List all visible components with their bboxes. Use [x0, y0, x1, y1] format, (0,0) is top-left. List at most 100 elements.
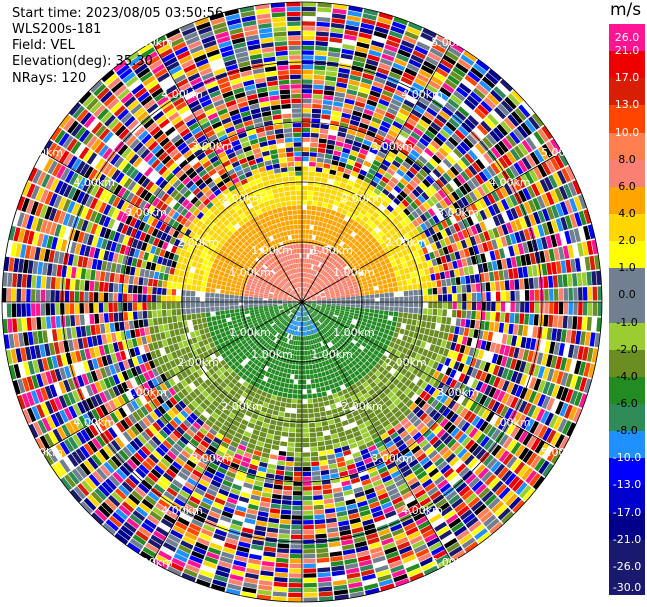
- velocity-gate: [389, 302, 394, 307]
- velocity-gate: [305, 268, 308, 273]
- velocity-gate: [321, 420, 329, 427]
- velocity-gate: [329, 288, 334, 292]
- velocity-gate: [438, 110, 451, 121]
- velocity-gate: [388, 30, 403, 39]
- velocity-gate: [466, 216, 474, 227]
- velocity-gate: [510, 207, 519, 220]
- velocity-gate: [340, 295, 346, 298]
- velocity-gate: [336, 239, 342, 245]
- velocity-gate: [524, 302, 530, 313]
- velocity-gate: [320, 324, 325, 329]
- velocity-gate: [358, 384, 365, 391]
- velocity-gate: [320, 329, 325, 335]
- velocity-gate: [316, 266, 320, 272]
- velocity-gate: [453, 162, 463, 173]
- velocity-gate: [344, 287, 349, 291]
- velocity-gate: [387, 444, 397, 453]
- velocity-gate: [294, 374, 299, 380]
- velocity-gate: [372, 176, 381, 184]
- velocity-gate: [331, 345, 337, 351]
- velocity-gate: [513, 128, 525, 142]
- velocity-gate: [537, 366, 546, 379]
- velocity-gate: [467, 457, 479, 469]
- velocity-gate: [309, 292, 314, 296]
- velocity-gate: [364, 134, 374, 142]
- velocity-gate: [379, 289, 384, 294]
- velocity-gate: [411, 319, 417, 326]
- velocity-gate: [523, 402, 532, 416]
- velocity-gate: [419, 524, 433, 535]
- velocity-gate: [279, 382, 285, 388]
- velocity-gate: [311, 269, 314, 275]
- velocity-gate: [551, 219, 559, 233]
- velocity-gate: [319, 231, 325, 237]
- velocity-gate: [511, 89, 524, 103]
- velocity-gate: [381, 120, 392, 129]
- velocity-gate: [373, 138, 383, 146]
- velocity-gate: [385, 324, 391, 330]
- velocity-gate: [498, 487, 511, 500]
- velocity-gate: [264, 541, 277, 548]
- velocity-gate: [404, 157, 414, 166]
- velocity-gate: [272, 489, 283, 495]
- velocity-gate: [591, 239, 599, 255]
- velocity-gate: [387, 129, 398, 138]
- velocity-gate: [318, 337, 322, 342]
- velocity-gate: [357, 339, 363, 345]
- velocity-gate: [528, 116, 540, 130]
- velocity-gate: [452, 302, 457, 310]
- velocity-gate: [365, 344, 371, 350]
- velocity-gate: [260, 496, 271, 503]
- velocity-gate: [432, 215, 440, 224]
- velocity-gate: [362, 250, 369, 256]
- velocity-gate: [498, 450, 510, 463]
- velocity-gate: [302, 45, 315, 51]
- velocity-gate: [489, 250, 496, 261]
- velocity-gate: [578, 361, 586, 376]
- velocity-gate: [409, 179, 418, 189]
- velocity-gate: [323, 265, 328, 271]
- velocity-gate: [339, 275, 344, 280]
- velocity-gate: [541, 353, 549, 366]
- velocity-gate: [339, 247, 345, 253]
- velocity-gate: [342, 107, 353, 115]
- velocity-gate: [348, 207, 355, 214]
- velocity-gate: [318, 192, 325, 198]
- velocity-gate: [395, 389, 403, 398]
- velocity-gate: [412, 313, 418, 320]
- velocity-gate: [269, 384, 275, 390]
- velocity-gate: [361, 256, 367, 262]
- velocity-gate: [335, 86, 347, 93]
- velocity-gate: [398, 307, 404, 313]
- velocity-gate: [312, 281, 317, 286]
- velocity-gate: [302, 108, 312, 113]
- velocity-gate: [377, 280, 383, 286]
- velocity-gate: [314, 260, 318, 266]
- velocity-gate: [425, 446, 435, 456]
- velocity-gate: [533, 277, 539, 289]
- velocity-gate: [522, 241, 529, 254]
- velocity-gate: [307, 302, 312, 304]
- velocity-gate: [303, 515, 314, 520]
- velocity-gate: [447, 46, 462, 58]
- velocity-gate: [569, 374, 578, 389]
- velocity-gate: [457, 210, 466, 220]
- velocity-gate: [457, 302, 462, 310]
- velocity-gate: [352, 376, 359, 383]
- velocity-gate: [302, 93, 312, 99]
- velocity-gate: [385, 380, 392, 388]
- velocity-gate: [541, 327, 548, 340]
- velocity-gate: [421, 191, 430, 201]
- velocity-gate: [499, 79, 513, 92]
- velocity-gate: [502, 453, 514, 466]
- velocity-gate: [455, 405, 465, 415]
- velocity-gate: [452, 459, 463, 471]
- velocity-gate: [563, 288, 569, 301]
- velocity-gate: [454, 343, 461, 352]
- velocity-gate: [352, 220, 359, 227]
- velocity-gate: [403, 408, 412, 417]
- velocity-gate: [314, 519, 326, 525]
- velocity-gate: [336, 77, 349, 84]
- velocity-gate: [356, 131, 366, 139]
- velocity-gate: [456, 310, 462, 318]
